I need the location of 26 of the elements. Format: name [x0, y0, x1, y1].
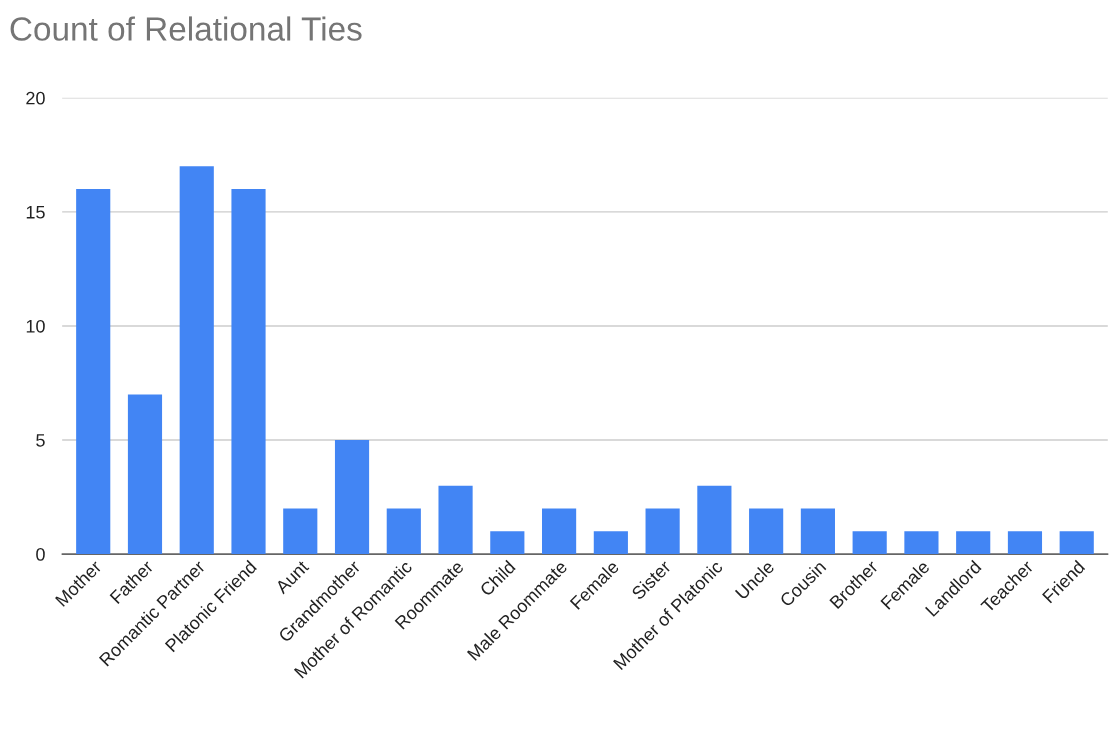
chart-title: Count of Relational Ties	[10, 16, 362, 41]
bar	[283, 508, 318, 555]
bar	[179, 166, 214, 555]
y-tick-label: 15	[26, 206, 45, 219]
bar	[1059, 531, 1094, 555]
y-tick-label: 5	[36, 434, 45, 447]
bar	[231, 189, 266, 555]
bar	[490, 531, 525, 555]
bar	[334, 440, 370, 555]
bar	[800, 508, 835, 555]
bar	[593, 531, 628, 555]
y-tick-label: 10	[26, 319, 45, 333]
y-tick-label: 20	[26, 91, 45, 105]
bar	[542, 508, 577, 555]
bar	[697, 485, 732, 555]
bar	[386, 508, 421, 555]
bar	[127, 394, 163, 555]
bar	[852, 531, 887, 555]
y-tick-label: 0	[36, 548, 45, 561]
bar	[645, 508, 680, 555]
bar	[904, 531, 939, 555]
bar	[76, 189, 111, 555]
bar	[956, 531, 991, 555]
bar	[749, 508, 784, 555]
bar	[1007, 531, 1043, 555]
bar	[438, 485, 473, 555]
